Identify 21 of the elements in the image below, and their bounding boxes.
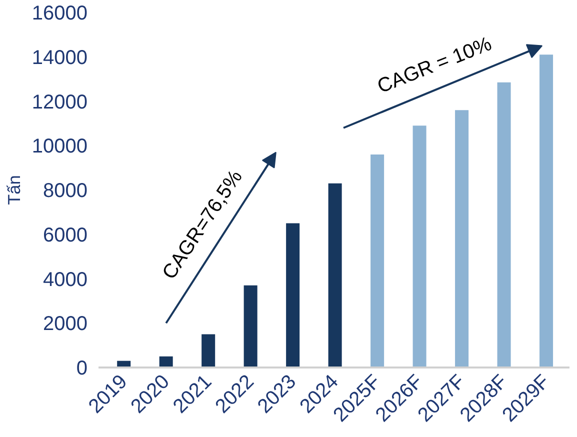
- y-tick-label: 16000: [32, 2, 88, 24]
- y-tick-label: 6000: [43, 224, 88, 246]
- bar: [370, 154, 384, 368]
- y-axis-title: Tấn: [4, 175, 24, 205]
- bar: [202, 334, 216, 368]
- bar: [455, 110, 469, 368]
- bar: [244, 285, 258, 368]
- y-tick-label: 8000: [43, 180, 88, 202]
- bar: [540, 54, 554, 368]
- bar: [497, 82, 511, 368]
- annotation: CAGR = 10%: [374, 32, 495, 98]
- y-tick-label: 10000: [32, 136, 88, 158]
- bar: [412, 126, 426, 368]
- y-tick-label: 2000: [43, 313, 88, 336]
- y-tick-label: 14000: [32, 46, 88, 69]
- bar: [328, 183, 342, 368]
- y-tick-label: 12000: [32, 91, 88, 114]
- y-tick-label: 4000: [43, 268, 88, 291]
- y-tick-label: 0: [76, 358, 88, 380]
- bar: [286, 223, 300, 368]
- bar: [159, 356, 173, 368]
